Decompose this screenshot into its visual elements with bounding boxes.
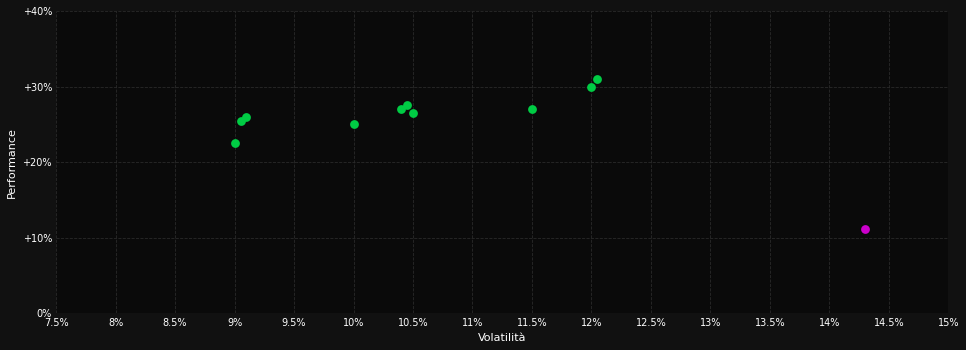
Point [525, 106, 540, 112]
Point [399, 103, 414, 108]
Point [346, 121, 361, 127]
X-axis label: Volatilità: Volatilità [478, 333, 526, 343]
Point [589, 76, 605, 82]
Point [857, 226, 872, 231]
Point [233, 118, 248, 123]
Point [239, 114, 254, 120]
Point [583, 84, 599, 89]
Y-axis label: Performance: Performance [7, 127, 17, 198]
Point [227, 140, 242, 146]
Point [406, 110, 421, 116]
Point [393, 106, 409, 112]
